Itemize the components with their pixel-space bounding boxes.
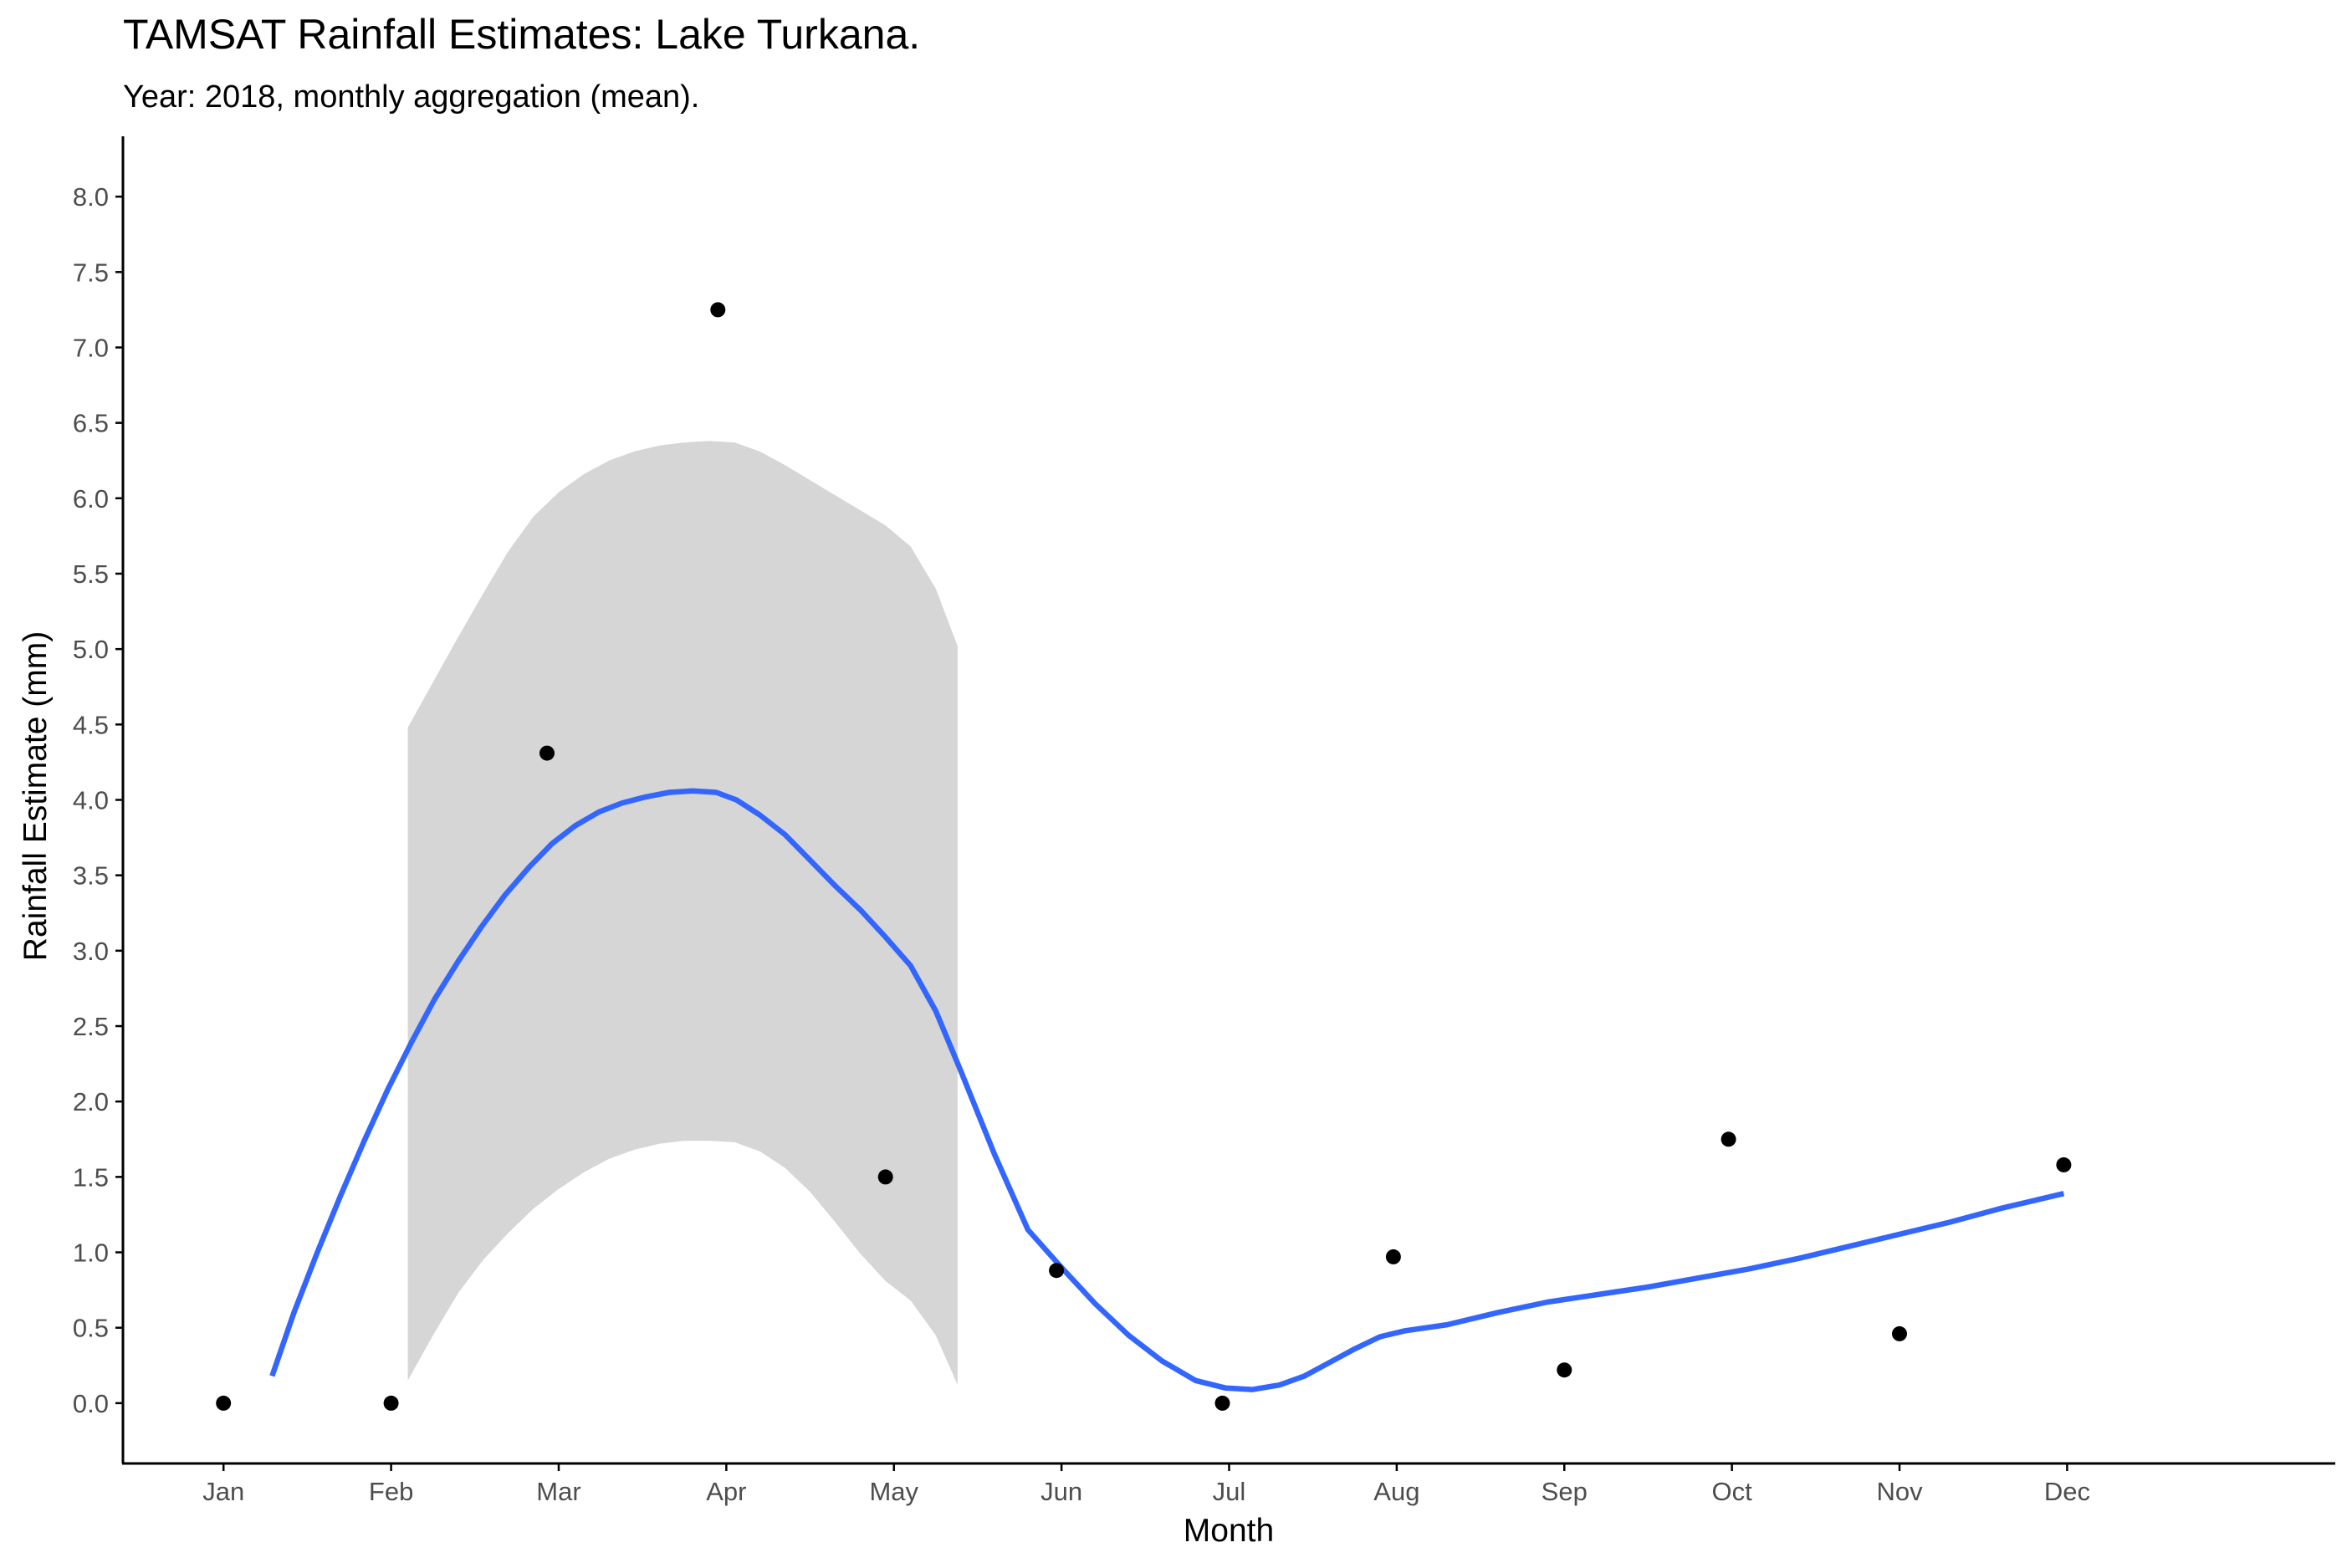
data-point-10: [1721, 1131, 1736, 1147]
chart-subtitle: Year: 2018, monthly aggregation (mean).: [123, 79, 699, 115]
x-tick-label: Jul: [1213, 1477, 1246, 1506]
y-tick-label: 1.5: [73, 1162, 109, 1192]
y-tick-label: 2.0: [73, 1087, 109, 1116]
y-tick-label: 1.0: [73, 1239, 109, 1268]
confidence-band-layer: [407, 441, 958, 1386]
smooth-line-layer: [269, 788, 2065, 1392]
y-tick-label: 7.5: [73, 258, 109, 287]
data-point-9: [1557, 1362, 1572, 1378]
data-point-7: [1214, 1395, 1230, 1411]
x-tick-label: Feb: [369, 1477, 413, 1506]
chart-title: TAMSAT Rainfall Estimates: Lake Turkana.: [123, 11, 920, 58]
x-tick-label: Mar: [536, 1477, 580, 1506]
data-point-1: [216, 1395, 232, 1411]
data-points-layer: [216, 302, 2072, 1411]
y-tick-label: 4.0: [73, 786, 109, 815]
data-point-12: [2056, 1157, 2072, 1172]
y-tick-label: 5.0: [73, 635, 109, 664]
x-tick-label: Nov: [1876, 1477, 1923, 1506]
y-tick-label: 6.5: [73, 409, 109, 438]
y-tick-label: 2.5: [73, 1012, 109, 1041]
data-point-6: [1049, 1263, 1065, 1279]
x-axis-title: Month: [1184, 1513, 1274, 1549]
data-point-2: [383, 1395, 399, 1411]
x-tick-label: May: [869, 1477, 918, 1506]
y-tick-label: 3.0: [73, 937, 109, 966]
x-tick-label: Dec: [2044, 1477, 2090, 1506]
x-axis-ticks: Jan Feb Mar Apr May Jun Jul Aug Sep Oct Nov Dec: [202, 1463, 2090, 1506]
data-point-8: [1385, 1249, 1401, 1264]
y-axis-title: Rainfall Estimate (mm): [18, 631, 54, 961]
y-tick-label: 8.0: [73, 182, 109, 212]
y-tick-label: 4.5: [73, 710, 109, 739]
data-point-3: [539, 745, 555, 761]
x-tick-label: Sep: [1542, 1477, 1588, 1506]
y-axis-ticks: 0.0 0.5 1.0 1.5 2.0 2.5 3.0 3.5 4.0 4.5 5.0 5.5 6.0 6…: [73, 182, 123, 1418]
y-tick-label: 5.5: [73, 559, 109, 589]
x-tick-label: Apr: [706, 1477, 746, 1506]
smooth-line: [269, 788, 2065, 1392]
y-tick-label: 0.5: [73, 1314, 109, 1343]
data-point-11: [1892, 1325, 1907, 1341]
x-tick-label: Oct: [1712, 1477, 1753, 1506]
data-point-4: [710, 302, 726, 318]
y-tick-label: 3.5: [73, 861, 109, 891]
x-tick-label: Jan: [202, 1477, 244, 1506]
data-point-5: [877, 1169, 893, 1185]
y-tick-label: 6.0: [73, 484, 109, 513]
confidence-band: [407, 441, 958, 1386]
x-tick-label: Jun: [1041, 1477, 1082, 1506]
y-tick-label: 0.0: [73, 1389, 109, 1418]
x-tick-label: Aug: [1373, 1477, 1419, 1506]
y-tick-label: 7.0: [73, 333, 109, 362]
